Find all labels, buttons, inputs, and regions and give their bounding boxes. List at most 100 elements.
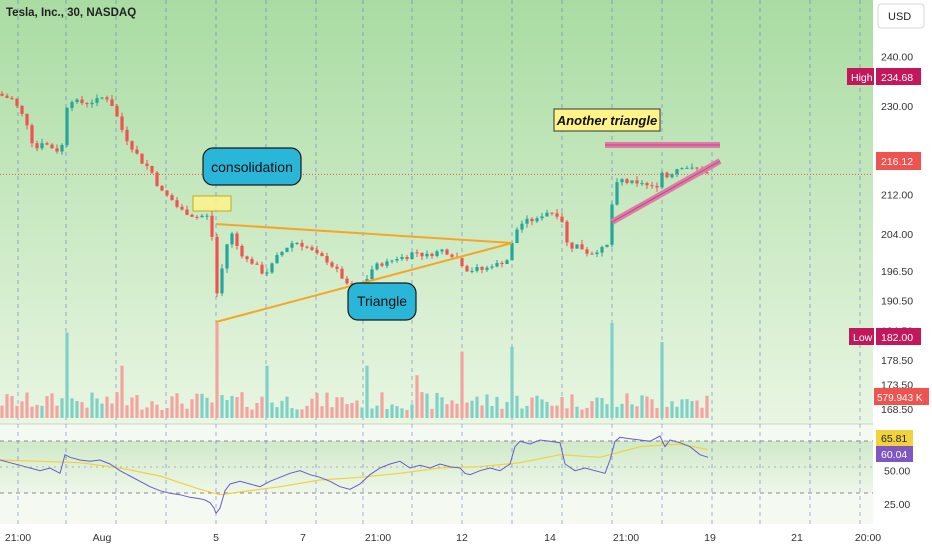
consolidation-callout[interactable] xyxy=(202,147,302,186)
candle xyxy=(165,190,169,197)
candle xyxy=(410,251,414,260)
candle-body xyxy=(645,183,649,186)
candle-body xyxy=(450,254,454,257)
volume-bar xyxy=(500,408,504,418)
volume-bar xyxy=(30,406,34,418)
volume-bar xyxy=(275,407,279,418)
candle xyxy=(295,241,299,245)
candle-body xyxy=(370,269,374,280)
time-tick-label: 19 xyxy=(704,532,716,544)
rsi-value: 60.04 xyxy=(881,449,907,461)
candle-body xyxy=(565,221,569,243)
candle xyxy=(480,265,484,274)
candle-body xyxy=(230,233,234,245)
candle-body xyxy=(10,97,14,99)
volume-bar xyxy=(300,409,304,418)
volume-bar xyxy=(595,397,599,418)
candle xyxy=(50,143,54,149)
candle-body xyxy=(120,116,124,130)
volume-bar xyxy=(355,400,359,418)
candle-body xyxy=(660,172,664,188)
candle-body xyxy=(310,247,314,250)
price-tick-label: 168.50 xyxy=(881,404,913,416)
price-tick-label: 190.50 xyxy=(881,296,913,308)
volume-bar xyxy=(55,405,59,418)
candle-body xyxy=(180,206,184,210)
candle xyxy=(510,241,514,261)
candle-body xyxy=(480,266,484,270)
candle-body xyxy=(335,266,339,269)
candle-body xyxy=(20,105,24,114)
volume-bar xyxy=(65,332,69,418)
candle-body xyxy=(595,252,599,255)
candle-body xyxy=(570,242,574,249)
candle xyxy=(630,180,634,185)
volume-bar xyxy=(445,404,449,418)
candle xyxy=(620,177,624,186)
volume-tag xyxy=(874,388,929,405)
candle-body xyxy=(630,180,634,183)
candle-body xyxy=(345,278,349,284)
volume-bar xyxy=(310,398,314,418)
candle-body xyxy=(515,229,519,244)
candle-body xyxy=(695,167,699,169)
consolidation-box[interactable] xyxy=(192,195,232,212)
volume-bar xyxy=(70,398,74,418)
candle xyxy=(280,250,284,257)
consolidation-label: consolidation xyxy=(211,159,293,175)
time-scale[interactable] xyxy=(0,524,873,550)
candle-body xyxy=(235,233,239,246)
volume-bar xyxy=(520,408,524,418)
drawings[interactable]: consolidation Triangle Another triangle xyxy=(192,108,722,323)
candle-body xyxy=(600,246,604,253)
candle-body xyxy=(25,113,29,126)
candle xyxy=(215,233,219,297)
candle xyxy=(475,263,479,273)
candle xyxy=(45,141,49,146)
triangle-upper-trendline[interactable] xyxy=(215,223,513,244)
candle xyxy=(400,254,404,262)
volume-value: 579.943 K xyxy=(877,393,923,404)
volume-bar xyxy=(680,399,684,418)
volume-bar xyxy=(115,392,119,418)
candle-body xyxy=(5,95,9,98)
candle-body xyxy=(70,102,74,109)
volume-bar xyxy=(395,406,399,418)
volume-bar xyxy=(170,396,174,418)
volume-bar xyxy=(40,405,44,418)
candle xyxy=(460,257,464,267)
time-tick-label: 21:00 xyxy=(5,532,31,544)
volume-bar xyxy=(15,405,19,418)
volume-bar xyxy=(305,405,309,418)
volume-bar xyxy=(80,402,84,418)
volume-bar xyxy=(490,405,494,418)
volume-bar xyxy=(250,409,254,418)
candle-body xyxy=(395,258,399,261)
another-triangle-callout[interactable] xyxy=(553,108,661,132)
volume-bar xyxy=(380,392,384,418)
candle xyxy=(390,259,394,264)
candle xyxy=(470,267,474,274)
volume-bar xyxy=(25,392,29,418)
triangle-callout[interactable] xyxy=(347,282,417,321)
candle xyxy=(190,213,194,217)
candle-body xyxy=(305,246,309,248)
candle xyxy=(95,94,99,107)
candle-body xyxy=(590,253,594,255)
volume-bar xyxy=(60,398,64,418)
candle-body xyxy=(245,256,249,260)
candle xyxy=(435,249,439,258)
candle xyxy=(65,107,69,147)
candle-body xyxy=(680,168,684,170)
volume-bar xyxy=(410,404,414,418)
candle xyxy=(180,203,184,211)
volume-bar xyxy=(375,405,379,418)
currency-button[interactable] xyxy=(877,3,925,29)
candle-body xyxy=(60,144,64,152)
high-tag-value: 234.68 xyxy=(881,72,913,84)
candle xyxy=(90,99,94,108)
candle-body xyxy=(390,260,394,262)
candle-body xyxy=(315,249,319,254)
currency-label: USD xyxy=(888,11,911,23)
